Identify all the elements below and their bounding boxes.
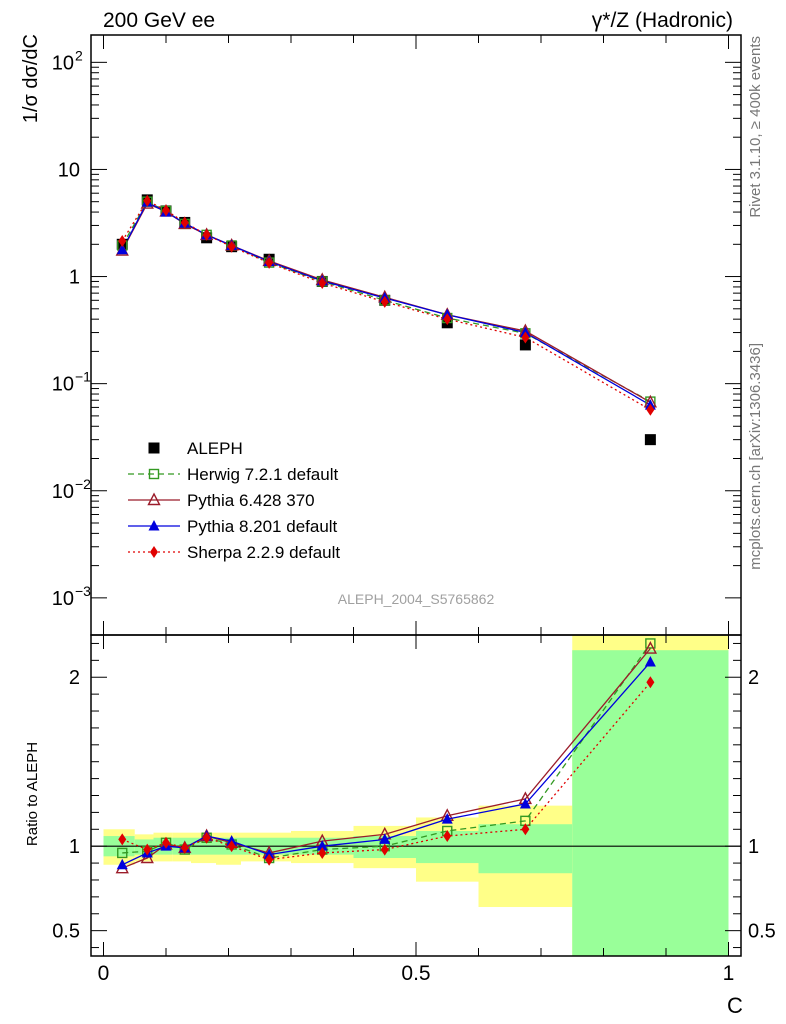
mcplots-label: mcplots.cern.ch [arXiv:1306.3436] <box>747 343 764 570</box>
top-point-sherpa-0 <box>118 234 127 247</box>
ratio-point-sherpa-2 <box>162 836 170 849</box>
rivet-version-label: Rivet 3.1.10, ≥ 400k events <box>747 36 764 218</box>
top-point-sherpa-4 <box>202 228 211 241</box>
legend-label-pythia8: Pythia 8.201 default <box>187 517 338 536</box>
x-tick-label: 0.5 <box>401 962 430 985</box>
top-point-sherpa-1 <box>143 194 152 207</box>
top-y-tick-exponent: −2 <box>75 476 91 492</box>
ratio-point-sherpa-6 <box>265 853 274 866</box>
ratio-y-tick-label: 1 <box>69 836 80 858</box>
series-layer <box>115 194 658 874</box>
top-y-tick-label: 10 <box>52 52 74 74</box>
ratio-y-tick-label-right: 1 <box>748 836 759 858</box>
ratio-y-tick-label-right: 2 <box>748 667 759 689</box>
legend-marker-pythia6 <box>147 492 161 506</box>
ratio-band-green-11 <box>572 650 729 956</box>
ratio-point-sherpa-4 <box>202 831 211 844</box>
bottom-y-axis-label: Ratio to ALEPH <box>24 742 41 846</box>
header-right-title: γ*/Z (Hadronic) <box>592 9 733 32</box>
ratio-point-herwig-0 <box>117 847 128 859</box>
ratio-point-sherpa-11 <box>646 676 655 689</box>
top-point-sherpa-8 <box>380 295 389 308</box>
top-point-sherpa-11 <box>646 403 655 416</box>
top-point-sherpa-9 <box>443 313 452 326</box>
ratio-y-tick-label: 2 <box>69 667 80 689</box>
top-y-tick-label: 1 <box>69 267 80 289</box>
ratio-point-sherpa-3 <box>180 841 189 854</box>
ratio-point-pythia8-11 <box>644 656 656 667</box>
ratio-point-sherpa-8 <box>380 843 389 856</box>
ratio-point-pythia8-0 <box>116 858 128 870</box>
top-y-tick-label: 10 <box>52 481 74 503</box>
top-point-sherpa-6 <box>265 256 274 269</box>
header-left-title: 200 GeV ee <box>103 9 215 32</box>
ratio-point-pythia8-7 <box>316 840 328 851</box>
ratio-point-sherpa-1 <box>143 843 152 856</box>
analysis-id: ALEPH_2004_S5765862 <box>338 591 495 607</box>
ratio-point-sherpa-9 <box>443 830 452 843</box>
top-y-tick-label: 10 <box>58 159 80 181</box>
top-y-tick-exponent: −1 <box>75 369 91 385</box>
ratio-point-sherpa-7 <box>318 846 327 859</box>
top-point-sherpa-2 <box>162 204 170 217</box>
top-y-tick-exponent: 2 <box>75 47 83 63</box>
ratio-point-herwig-11 <box>645 638 656 649</box>
top-point-data-11 <box>644 434 656 446</box>
top-y-tick-label: 10 <box>52 374 74 396</box>
x-axis-label: C <box>727 993 743 1018</box>
legend-marker-pythia8 <box>148 520 160 531</box>
top-y-axis-label: 1/σ dσ/dC <box>20 34 42 123</box>
ratio-uncertainty-bands <box>103 635 729 956</box>
top-point-sherpa-5 <box>227 240 236 253</box>
ratio-point-sherpa-10 <box>521 823 530 836</box>
legend-marker-herwig <box>148 468 160 480</box>
ratio-series-line-sherpa <box>122 681 651 861</box>
x-tick-label: 0 <box>98 962 110 985</box>
legend: ALEPH Herwig 7.2.1 default Pythia 6.428 37… <box>128 439 340 562</box>
ratio-point-pythia8-9 <box>441 813 453 824</box>
ratio-point-sherpa-0 <box>118 833 127 846</box>
legend-marker-data <box>148 442 160 454</box>
top-point-data-10 <box>519 339 531 351</box>
ratio-point-sherpa-5 <box>227 840 236 853</box>
x-tick-label: 1 <box>723 962 735 985</box>
legend-label-herwig: Herwig 7.2.1 default <box>187 465 338 484</box>
ratio-y-tick-label: 0.5 <box>52 921 80 943</box>
top-point-pythia8-0 <box>116 243 128 255</box>
legend-marker-sherpa <box>150 546 158 558</box>
legend-label-data: ALEPH <box>187 439 243 458</box>
legend-label-sherpa: Sherpa 2.2.9 default <box>187 543 340 562</box>
top-point-sherpa-7 <box>318 277 327 290</box>
top-y-tick-label: 10 <box>52 588 74 610</box>
ratio-point-pythia8-8 <box>379 833 391 844</box>
ratio-point-pythia6-11 <box>643 641 658 654</box>
top-y-tick-exponent: −3 <box>75 583 91 599</box>
top-point-sherpa-10 <box>521 331 530 344</box>
legend-label-pythia6: Pythia 6.428 370 <box>187 491 315 510</box>
ratio-point-pythia8-10 <box>519 797 531 809</box>
top-point-sherpa-3 <box>180 216 189 229</box>
ratio-y-tick-label-right: 0.5 <box>748 921 776 943</box>
